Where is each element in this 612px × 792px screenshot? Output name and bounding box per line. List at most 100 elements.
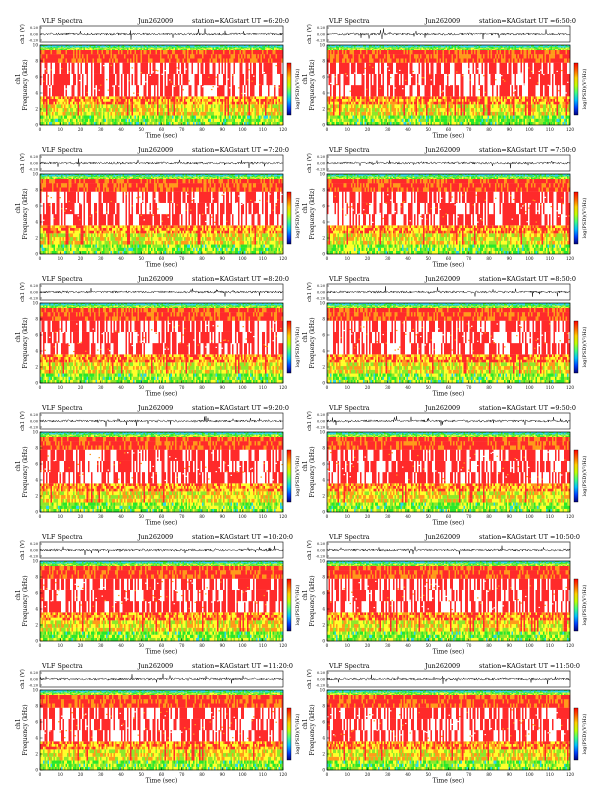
spectrogram-cell: [143, 49, 146, 50]
spectrogram-cell: [184, 111, 186, 116]
spectrogram-cell: [79, 107, 81, 112]
spectrogram-cell: [339, 98, 341, 102]
spectrogram-cell: [160, 107, 162, 112]
spectrogram-cell: [176, 111, 179, 116]
spectrogram-cell: [399, 104, 401, 109]
spectrogram-cell: [385, 46, 388, 48]
spectrogram-cell: [370, 49, 373, 55]
spectrogram-cell: [83, 49, 86, 50]
spectrogram-cell: [175, 104, 177, 109]
spectrogram-cell: [59, 49, 62, 50]
spectrogram-cell: [179, 54, 182, 59]
spectrogram-cell: [185, 49, 188, 55]
spectrogram-cell: [379, 45, 382, 47]
spectrogram-cell: [76, 111, 78, 116]
spectrogram-cell: [253, 121, 255, 126]
spectrogram-cell: [157, 107, 159, 112]
spectrogram-cell: [167, 47, 170, 49]
spectrogram-cell: [95, 49, 98, 50]
spectrogram-cell: [397, 96, 400, 100]
spectrogram-cell: [179, 111, 182, 116]
spectrogram-cell: [280, 45, 282, 47]
spectrogram-cell: [104, 111, 107, 116]
spectrogram-cell: [107, 48, 110, 50]
spectrogram-cell: [158, 45, 161, 46]
spectrogram-cell: [64, 85, 66, 97]
spectrogram-cell: [367, 118, 370, 122]
spectrogram-cell: [275, 111, 278, 116]
spectrogram-cell: [194, 49, 197, 50]
spectrogram-cell: [358, 96, 361, 100]
spectrogram-cell: [373, 121, 376, 126]
spectrogram-cell: [137, 54, 140, 59]
spectrogram-cell: [206, 49, 209, 50]
spectrogram-cell: [420, 85, 422, 97]
spectrogram-cell: [211, 73, 213, 86]
spectrogram-cell: [230, 49, 233, 50]
spectrogram-cell: [224, 104, 227, 109]
spectrogram-cell: [163, 115, 165, 119]
spectrogram-cell: [143, 54, 146, 59]
spectrogram-cell: [190, 45, 192, 47]
spectrogram-cell: [190, 49, 192, 50]
spectrogram-cell: [74, 73, 77, 86]
spectrogram-cell: [330, 85, 332, 97]
spectrogram-cell: [415, 47, 418, 49]
spectrogram-cell: [115, 54, 117, 59]
spectrogram-cell: [420, 98, 422, 102]
spectrogram-cell: [373, 73, 376, 86]
spectrogram-cell: [145, 45, 147, 47]
spectrogram-cell: [83, 46, 86, 48]
spectrogram-cell: [107, 45, 110, 46]
spectrogram-cell: [250, 107, 252, 112]
spectrogram-cell: [364, 115, 367, 119]
spectrogram-cell: [71, 85, 74, 97]
spectrogram-cell: [112, 104, 114, 109]
spectrogram-cell: [385, 115, 388, 119]
spectrogram-cell: [139, 96, 141, 100]
spectrogram-cell: [91, 58, 93, 63]
spectrogram-cell: [118, 46, 120, 48]
spectrogram-cell: [175, 46, 177, 48]
spectrogram-cell: [227, 111, 230, 116]
spectrogram-cell: [351, 98, 353, 102]
spectrogram-cell: [379, 48, 382, 50]
spectrogram-cell: [393, 54, 395, 59]
spectrogram-cell: [247, 48, 249, 50]
spectrogram-cell: [230, 118, 233, 122]
spectrogram-cell: [269, 49, 272, 55]
spectrogram-cell: [242, 98, 245, 102]
spectrogram-cell: [107, 107, 110, 112]
spectrogram-cell: [206, 115, 209, 119]
spectrogram-cell: [421, 98, 424, 102]
spectrogram-cell: [274, 47, 276, 49]
spectrogram-cell: [403, 118, 406, 122]
spectrogram-cell: [266, 58, 269, 63]
spectrogram-cell: [244, 115, 246, 119]
spectrogram-cell: [53, 101, 56, 105]
spectrogram-cell: [148, 45, 150, 46]
spectrogram-cell: [190, 58, 192, 63]
spectrogram-cell: [268, 96, 270, 100]
spectrogram-cell: [218, 45, 221, 46]
spectrogram-cell: [330, 111, 332, 116]
spectrogram-cell: [226, 111, 228, 116]
spectrogram-cell: [188, 49, 191, 55]
spectrogram-cell: [133, 98, 135, 102]
spectrogram-cell: [167, 45, 170, 47]
spectrogram-cell: [203, 45, 206, 47]
spectrogram-cell: [178, 58, 180, 63]
spectrogram-cell: [185, 101, 188, 105]
spectrogram-cell: [256, 62, 258, 74]
spectrogram-cell: [379, 54, 382, 59]
spectrogram-cell: [136, 49, 138, 55]
spectrogram-cell: [73, 121, 75, 126]
spectrogram-cell: [394, 73, 397, 86]
spectrogram-cell: [229, 45, 231, 47]
spectrogram-cell: [384, 62, 386, 74]
spectrogram-cell: [211, 121, 213, 126]
spectrogram-cell: [67, 107, 69, 112]
spectrogram-cell: [56, 49, 59, 55]
spectrogram-speckle: [140, 72, 142, 74]
spectrogram-cell: [100, 46, 102, 48]
